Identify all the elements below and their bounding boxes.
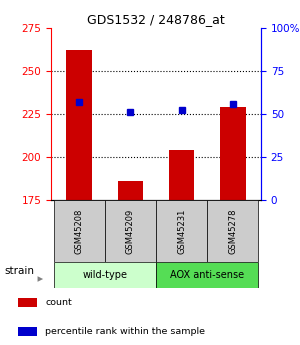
Text: count: count: [45, 298, 72, 307]
Bar: [17, 298, 37, 307]
Bar: [207, 200, 258, 262]
Bar: [54, 200, 105, 262]
Bar: [66, 50, 92, 200]
Text: GSM45278: GSM45278: [228, 208, 237, 254]
Text: GSM45208: GSM45208: [75, 208, 84, 254]
Text: GSM45231: GSM45231: [177, 208, 186, 254]
Bar: [220, 107, 246, 200]
Bar: [156, 262, 258, 288]
Bar: [54, 262, 156, 288]
Title: GDS1532 / 248786_at: GDS1532 / 248786_at: [87, 13, 225, 27]
Bar: [156, 200, 207, 262]
Bar: [105, 200, 156, 262]
Text: GSM45209: GSM45209: [126, 208, 135, 254]
Text: percentile rank within the sample: percentile rank within the sample: [45, 327, 205, 336]
Text: AOX anti-sense: AOX anti-sense: [170, 270, 244, 280]
Bar: [17, 326, 37, 336]
Bar: [169, 150, 194, 200]
Text: wild-type: wild-type: [82, 270, 127, 280]
Bar: [118, 181, 143, 200]
Text: strain: strain: [4, 266, 34, 276]
